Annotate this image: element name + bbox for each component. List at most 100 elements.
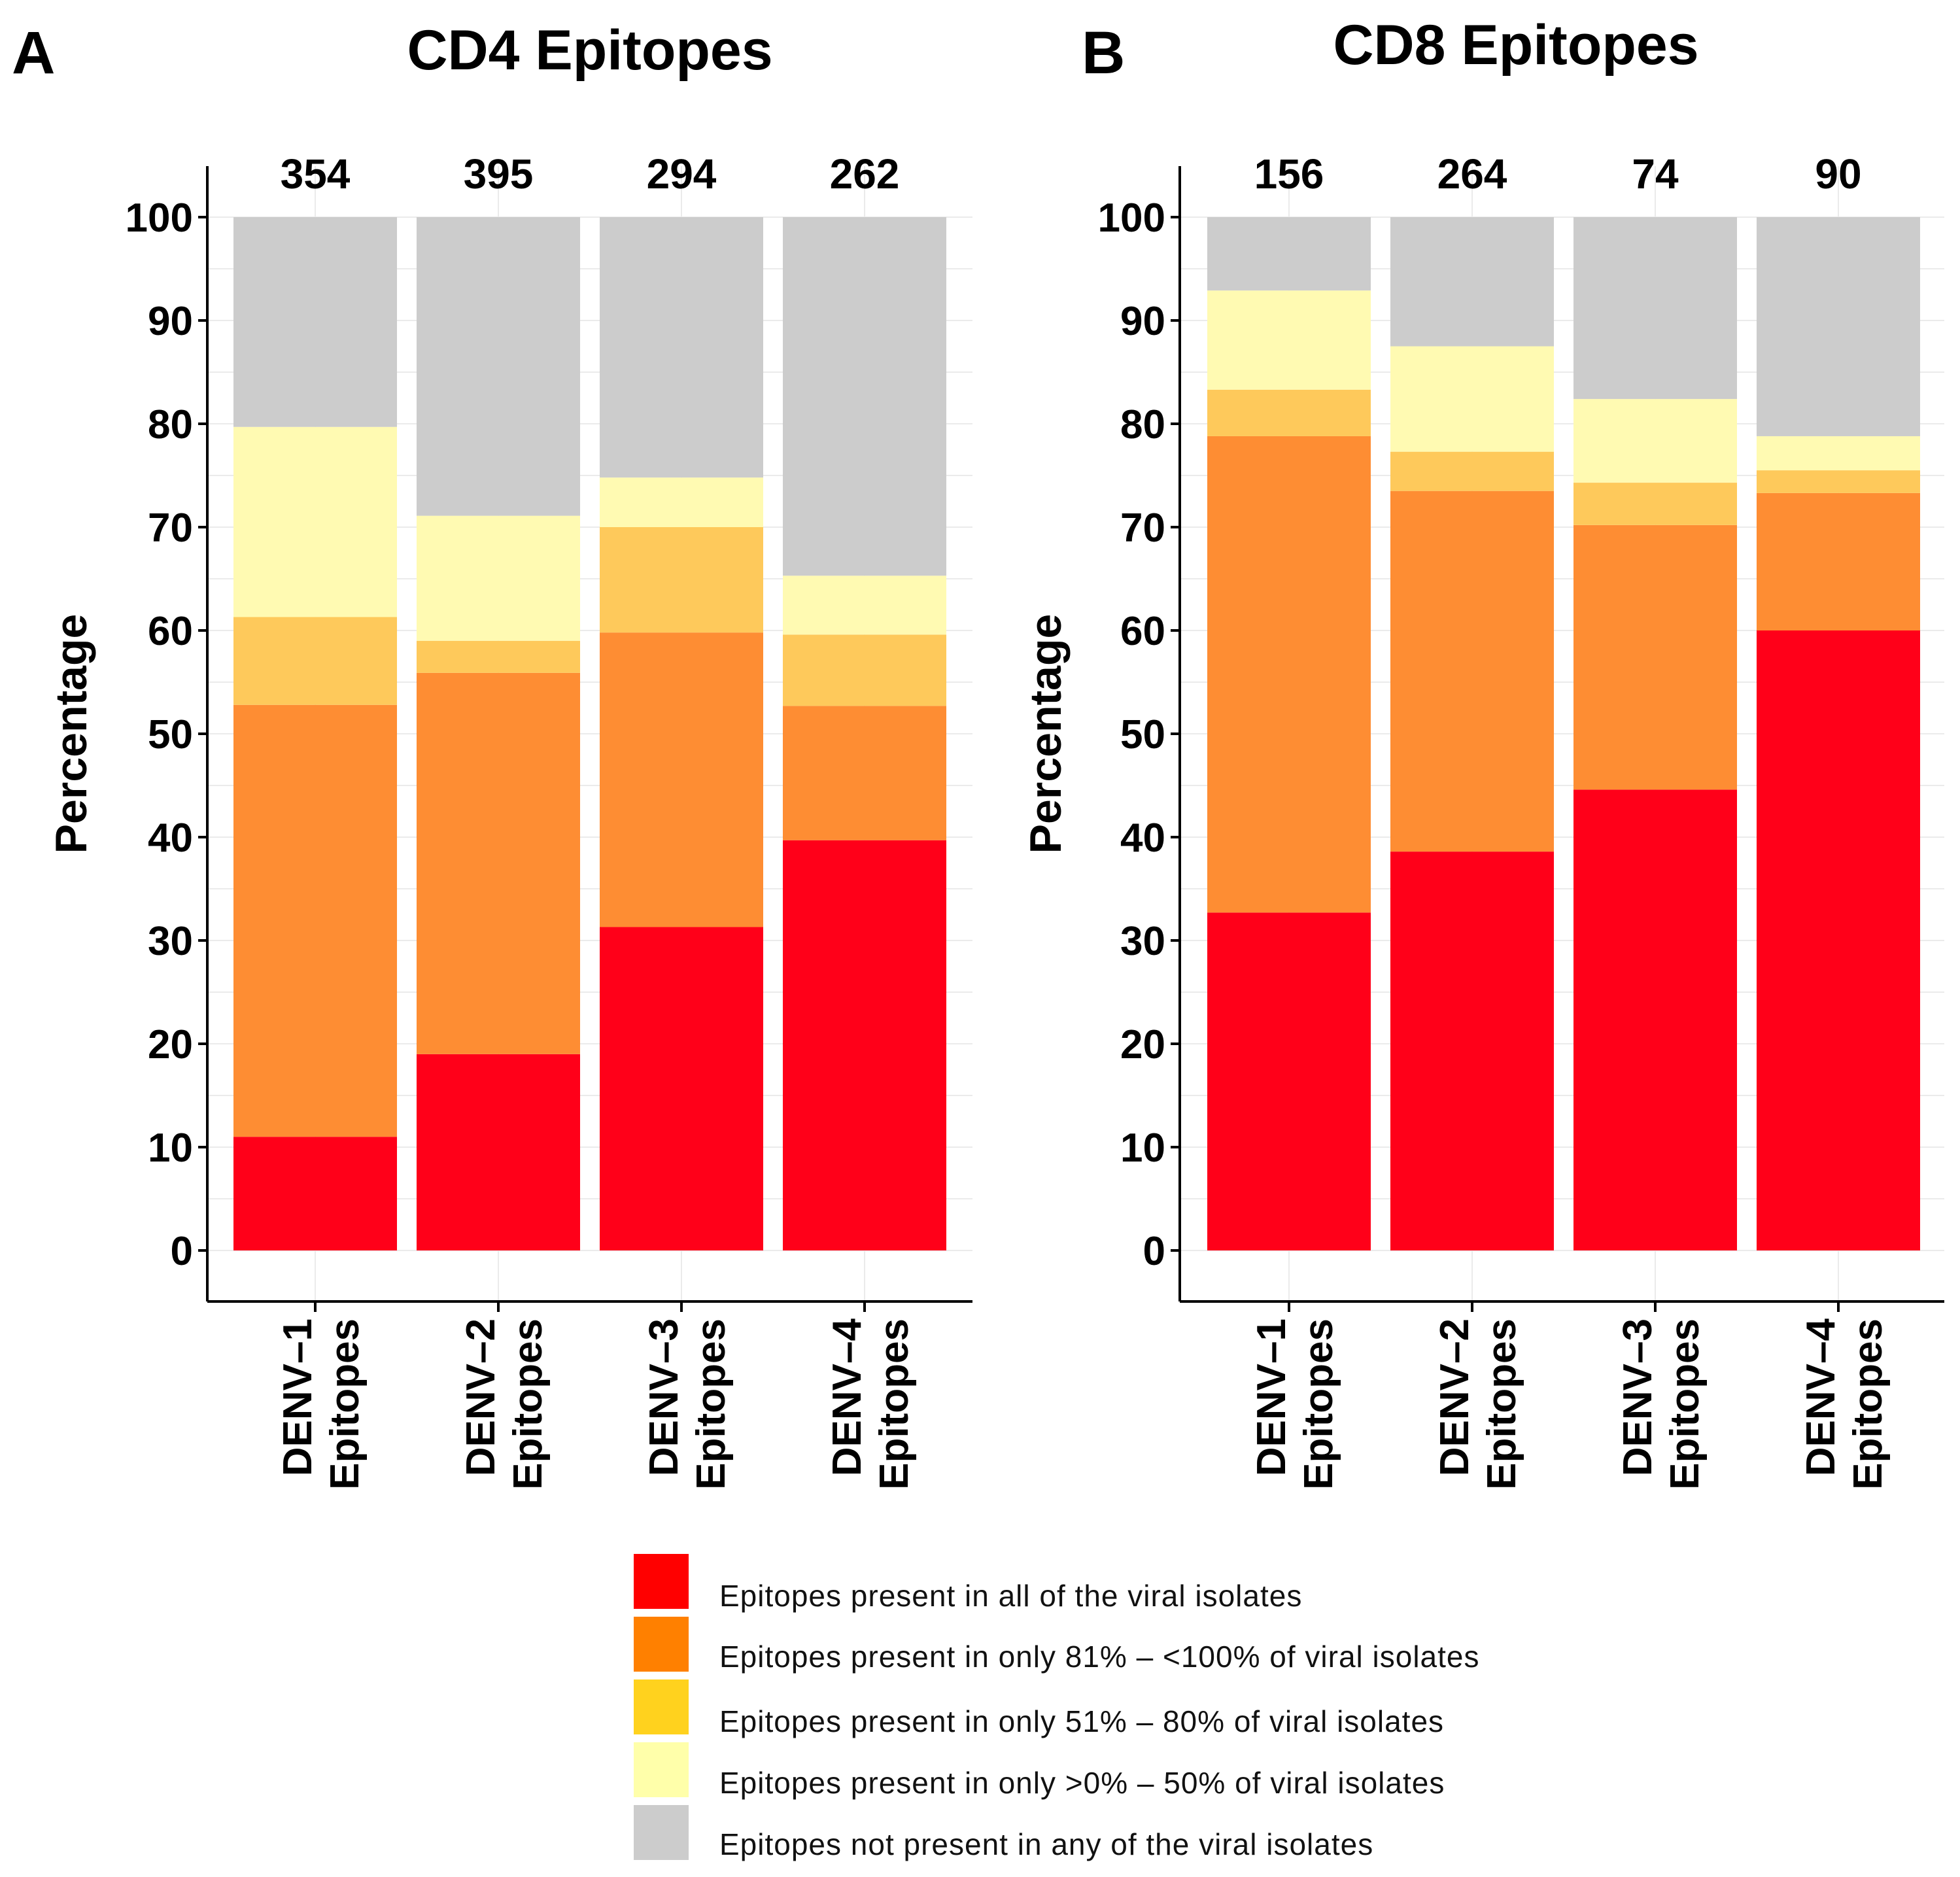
- x-category-line2: Epitopes: [1662, 1318, 1708, 1490]
- count-label: 90: [1815, 150, 1861, 198]
- bar-segment-cd8-cat3-s3: [1573, 483, 1737, 525]
- y-axis-title-cd8: Percentage: [1021, 614, 1071, 854]
- bar-segment-cd4-cat3-s3: [600, 527, 763, 633]
- x-category-label: DENV–4 Epitopes: [825, 1318, 917, 1489]
- panel-title-cd8: CD8 Epitopes: [1333, 14, 1698, 77]
- bar-segment-cd8-cat3-s2: [1573, 525, 1737, 790]
- y-axis-title-cd4: Percentage: [46, 614, 96, 854]
- legend-swatch-81-100: [634, 1617, 689, 1672]
- count-label: 294: [647, 150, 717, 198]
- x-category-line2: Epitopes: [689, 1318, 734, 1490]
- bar-segment-cd4-cat1-s4: [233, 426, 397, 617]
- y-tick-label: 30: [148, 919, 193, 964]
- y-tick-label: 70: [148, 506, 193, 551]
- y-tick-label: 90: [148, 299, 193, 344]
- bar-segment-cd4-cat3-s2: [600, 632, 763, 927]
- x-category-line1: DENV–3: [642, 1318, 687, 1476]
- bar-segment-cd8-cat2-s3: [1390, 451, 1554, 491]
- y-tick-label: 100: [126, 196, 193, 241]
- panel-letter-a: A: [12, 20, 55, 86]
- x-category-line1: DENV–4: [825, 1318, 870, 1476]
- legend-label-0-50: Epitopes present in only >0% – 50% of vi…: [719, 1766, 1445, 1800]
- y-tick-label: 10: [148, 1126, 193, 1171]
- legend-swatch-all: [634, 1554, 689, 1609]
- bars-cd8: [1207, 217, 1920, 1250]
- count-label: 74: [1632, 150, 1679, 198]
- legend-swatch-51-80: [634, 1679, 689, 1734]
- y-ticks-cd8: 0 10 20 30 40 50 60 70 80 90 100: [1098, 196, 1180, 1274]
- y-tick-label: 90: [1120, 299, 1165, 344]
- x-category-line1: DENV–3: [1615, 1318, 1660, 1476]
- y-tick-label: 20: [148, 1022, 193, 1067]
- y-tick-label: 10: [1120, 1126, 1165, 1171]
- bar-segment-cd4-cat3-s5: [600, 217, 763, 478]
- legend-swatch-not-present: [634, 1805, 689, 1860]
- y-tick-label: 30: [1120, 919, 1165, 964]
- bar-segment-cd4-cat1-s1: [233, 1137, 397, 1250]
- bar-segment-cd8-cat3-s1: [1573, 789, 1737, 1250]
- y-tick-label: 80: [148, 402, 193, 447]
- x-category-line1: DENV–2: [1432, 1318, 1477, 1476]
- x-category-line2: Epitopes: [1296, 1318, 1341, 1490]
- bar-segment-cd8-cat1-s1: [1207, 912, 1371, 1250]
- count-labels-cd4: 354 395 294 262: [281, 150, 900, 198]
- y-tick-label: 20: [1120, 1022, 1165, 1067]
- bar-segment-cd8-cat1-s4: [1207, 290, 1371, 390]
- bar-segment-cd8-cat1-s3: [1207, 389, 1371, 436]
- bar-segment-cd8-cat4-s2: [1757, 492, 1920, 630]
- x-category-label: DENV–1 Epitopes: [275, 1318, 368, 1490]
- bar-segment-cd4-cat2-s2: [417, 672, 580, 1054]
- y-tick-label: 70: [1120, 506, 1165, 551]
- chart-cd4-epitopes: 354 395 294 262 0 10 20 30 40 50 60 70 80 90 100 DENV…: [46, 150, 972, 1490]
- x-category-label: DENV–2 Epitopes: [458, 1318, 551, 1490]
- y-tick-label: 60: [1120, 609, 1165, 654]
- x-category-line2: Epitopes: [1479, 1318, 1524, 1490]
- bar-segment-cd4-cat4-s4: [783, 576, 946, 635]
- x-category-label: DENV–4 Epitopes: [1798, 1318, 1891, 1489]
- y-tick-label: 40: [148, 816, 193, 861]
- bar-segment-cd4-cat1-s3: [233, 617, 397, 705]
- x-categories-cd8: DENV–1 Epitopes DENV–2 Epitopes DENV–3 Epitop…: [1249, 1301, 1891, 1490]
- bar-segment-cd8-cat2-s5: [1390, 217, 1554, 347]
- panel-title-cd4: CD4 Epitopes: [407, 19, 772, 82]
- bar-segment-cd4-cat3-s4: [600, 477, 763, 527]
- bar-segment-cd8-cat4-s1: [1757, 630, 1920, 1250]
- legend: Epitopes present in all of the viral iso…: [634, 1554, 1479, 1861]
- bar-segment-cd4-cat4-s3: [783, 634, 946, 706]
- x-categories-cd4: DENV–1 Epitopes DENV–2 Epitopes DENV–3 Epitop…: [275, 1301, 917, 1490]
- bar-segment-cd8-cat4-s3: [1757, 470, 1920, 493]
- bar-segment-cd4-cat2-s3: [417, 640, 580, 673]
- bar-segment-cd4-cat2-s4: [417, 515, 580, 641]
- count-label: 156: [1254, 150, 1324, 198]
- bar-segment-cd8-cat4-s5: [1757, 217, 1920, 436]
- x-category-line2: Epitopes: [872, 1318, 917, 1490]
- panel-letter-b: B: [1082, 20, 1125, 86]
- count-labels-cd8: 156 264 74 90: [1254, 150, 1862, 198]
- bar-segment-cd4-cat4-s5: [783, 217, 946, 576]
- x-category-line2: Epitopes: [506, 1318, 551, 1490]
- legend-label-not-present: Epitopes not present in any of the viral…: [719, 1827, 1373, 1861]
- x-category-label: DENV–1 Epitopes: [1249, 1318, 1341, 1490]
- bar-segment-cd4-cat4-s1: [783, 840, 946, 1250]
- x-category-line1: DENV–4: [1798, 1318, 1844, 1476]
- legend-label-51-80: Epitopes present in only 51% – 80% of vi…: [719, 1704, 1444, 1738]
- bar-segment-cd4-cat3-s1: [600, 927, 763, 1250]
- y-tick-label: 50: [1120, 712, 1165, 757]
- bar-segment-cd8-cat2-s4: [1390, 346, 1554, 452]
- x-category-line1: DENV–1: [1249, 1318, 1294, 1476]
- x-category-line2: Epitopes: [322, 1318, 368, 1490]
- bar-segment-cd8-cat3-s5: [1573, 217, 1737, 400]
- bars-cd4: [233, 217, 946, 1250]
- x-category-line2: Epitopes: [1846, 1318, 1891, 1490]
- legend-swatch-0-50: [634, 1742, 689, 1797]
- y-tick-label: 60: [148, 609, 193, 654]
- bar-segment-cd8-cat1-s5: [1207, 217, 1371, 291]
- bar-segment-cd8-cat1-s2: [1207, 436, 1371, 913]
- bar-segment-cd4-cat2-s1: [417, 1054, 580, 1250]
- chart-cd8-epitopes: 156 264 74 90 0 10 20 30 40 50 60 70 80 90 100 DENV–1…: [1021, 150, 1944, 1490]
- y-tick-label: 0: [171, 1229, 193, 1274]
- count-label: 395: [464, 150, 534, 198]
- y-tick-label: 0: [1143, 1229, 1165, 1274]
- x-category-label: DENV–3 Epitopes: [642, 1318, 734, 1490]
